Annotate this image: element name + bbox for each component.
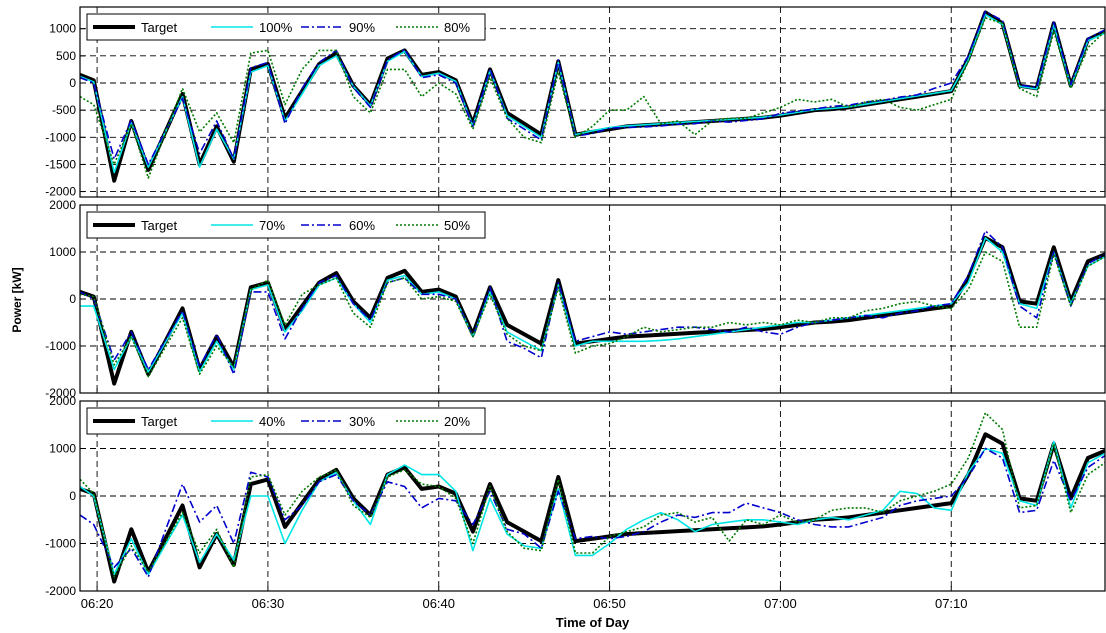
legend-label: 100%	[259, 20, 293, 35]
series-line-20pct	[80, 412, 1105, 578]
y-tick-label: -2000	[45, 386, 76, 400]
series-line-80pct	[80, 17, 1105, 179]
y-tick-label: 0	[69, 76, 76, 90]
y-axis-title: Power [kW]	[10, 267, 24, 332]
x-tick-label: 06:40	[422, 596, 455, 611]
series-line-70pct	[80, 237, 1105, 373]
x-tick-label: 06:30	[252, 596, 285, 611]
legend-box	[86, 211, 486, 239]
series-line-60pct	[80, 230, 1105, 376]
y-tick-label: 1000	[49, 22, 76, 36]
series-line-50pct	[80, 251, 1105, 378]
y-tick-label: -1500	[45, 157, 76, 171]
y-tick-label: -1000	[45, 130, 76, 144]
legend: Target 40% 30% 20%	[86, 407, 486, 435]
legend-label: 50%	[444, 218, 470, 233]
plot-frame	[79, 400, 1106, 592]
legend: Target 100% 90% 80%	[86, 13, 486, 41]
legend: Target 70% 60% 50%	[86, 211, 486, 239]
panel-2: -2000 -1000 0 1000 2000 Target 70% 60% 50%	[45, 198, 1106, 400]
y-tick-label: -2000	[45, 185, 76, 199]
y-tick-label: -2000	[45, 584, 76, 598]
x-tick-label: 06:50	[593, 596, 626, 611]
series-group	[80, 412, 1105, 584]
legend-box	[86, 13, 486, 41]
y-tick-label: 2000	[49, 394, 76, 408]
panel-1: -2000 -1500 -1000 -500 0 500 1000 Target 100% 90%…	[45, 6, 1106, 199]
series-line-target	[80, 235, 1105, 386]
y-tick-label: 1000	[49, 442, 76, 456]
y-tick-label: 0	[69, 292, 76, 306]
y-tick-label: 2000	[49, 198, 76, 212]
x-tick-label: 07:00	[764, 596, 797, 611]
legend-label: 20%	[444, 414, 470, 429]
y-tick-label: 1000	[49, 245, 76, 259]
plot-frame	[79, 204, 1106, 394]
y-tick-label: 0	[69, 489, 76, 503]
legend-label: 80%	[444, 20, 470, 35]
legend-label: 90%	[349, 20, 375, 35]
y-tick-label: -1000	[45, 537, 76, 551]
legend-label: 30%	[349, 414, 375, 429]
series-line-90pct	[80, 10, 1105, 166]
series-line-100pct	[80, 13, 1105, 174]
series-group	[80, 10, 1105, 183]
legend-label: Target	[141, 218, 178, 233]
legend-label: 70%	[259, 218, 285, 233]
x-axis-title: Time of Day	[556, 615, 630, 630]
legend-label: 40%	[259, 414, 285, 429]
panel-3: -2000 -1000 0 1000 2000 Target 40% 30% 20%	[45, 394, 1106, 598]
legend-box	[86, 407, 486, 435]
x-tick-label: 06:20	[81, 596, 114, 611]
plot-frame	[79, 6, 1106, 198]
legend-label: Target	[141, 414, 178, 429]
series-line-30pct	[80, 447, 1105, 578]
series-line-40pct	[80, 440, 1105, 576]
series-group	[80, 230, 1105, 386]
y-tick-label: 500	[56, 49, 76, 63]
y-tick-label: -1000	[45, 339, 76, 353]
legend-label: Target	[141, 20, 178, 35]
y-tick-label: -500	[52, 103, 76, 117]
legend-label: 60%	[349, 218, 375, 233]
x-tick-label: 07:10	[935, 596, 968, 611]
